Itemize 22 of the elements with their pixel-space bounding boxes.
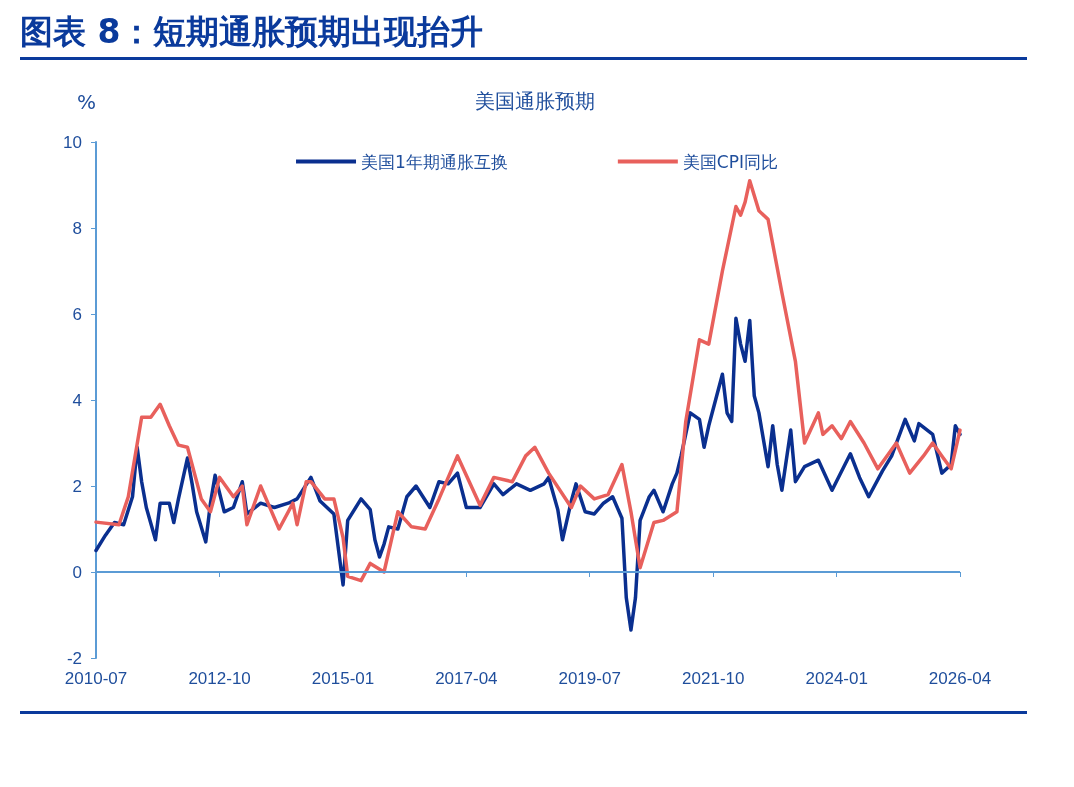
x-tick-label: 2017-04 <box>435 669 498 688</box>
x-tick-label: 2010-07 <box>64 669 128 688</box>
x-tick-label: 2026-04 <box>928 669 992 688</box>
y-tick-label: 8 <box>72 218 82 238</box>
y-tick-label: -2 <box>66 648 82 668</box>
chart-subtitle: 美国通胀预期 <box>475 89 595 113</box>
y-axis-title: % <box>76 90 96 114</box>
y-tick-label: 6 <box>72 304 82 324</box>
y-tick-label: 2 <box>72 476 82 496</box>
x-tick-label: 2015-01 <box>311 669 375 688</box>
x-tick-label: 2012-10 <box>188 669 251 688</box>
legend-label: 美国CPI同比 <box>682 151 778 172</box>
y-tick-label: 4 <box>72 390 82 410</box>
x-tick-label: 2019-07 <box>558 669 621 688</box>
line-series <box>94 316 962 632</box>
legend-label: 美国1年期通胀互换 <box>361 151 508 172</box>
y-tick-label: 10 <box>63 132 82 152</box>
y-tick-label: 0 <box>72 562 82 582</box>
x-tick-label: 2024-01 <box>805 669 868 688</box>
chart-title: 图表 8：短期通胀预期出现抬升 <box>20 11 484 53</box>
line-series <box>94 178 962 583</box>
x-tick-label: 2021-10 <box>682 669 745 688</box>
